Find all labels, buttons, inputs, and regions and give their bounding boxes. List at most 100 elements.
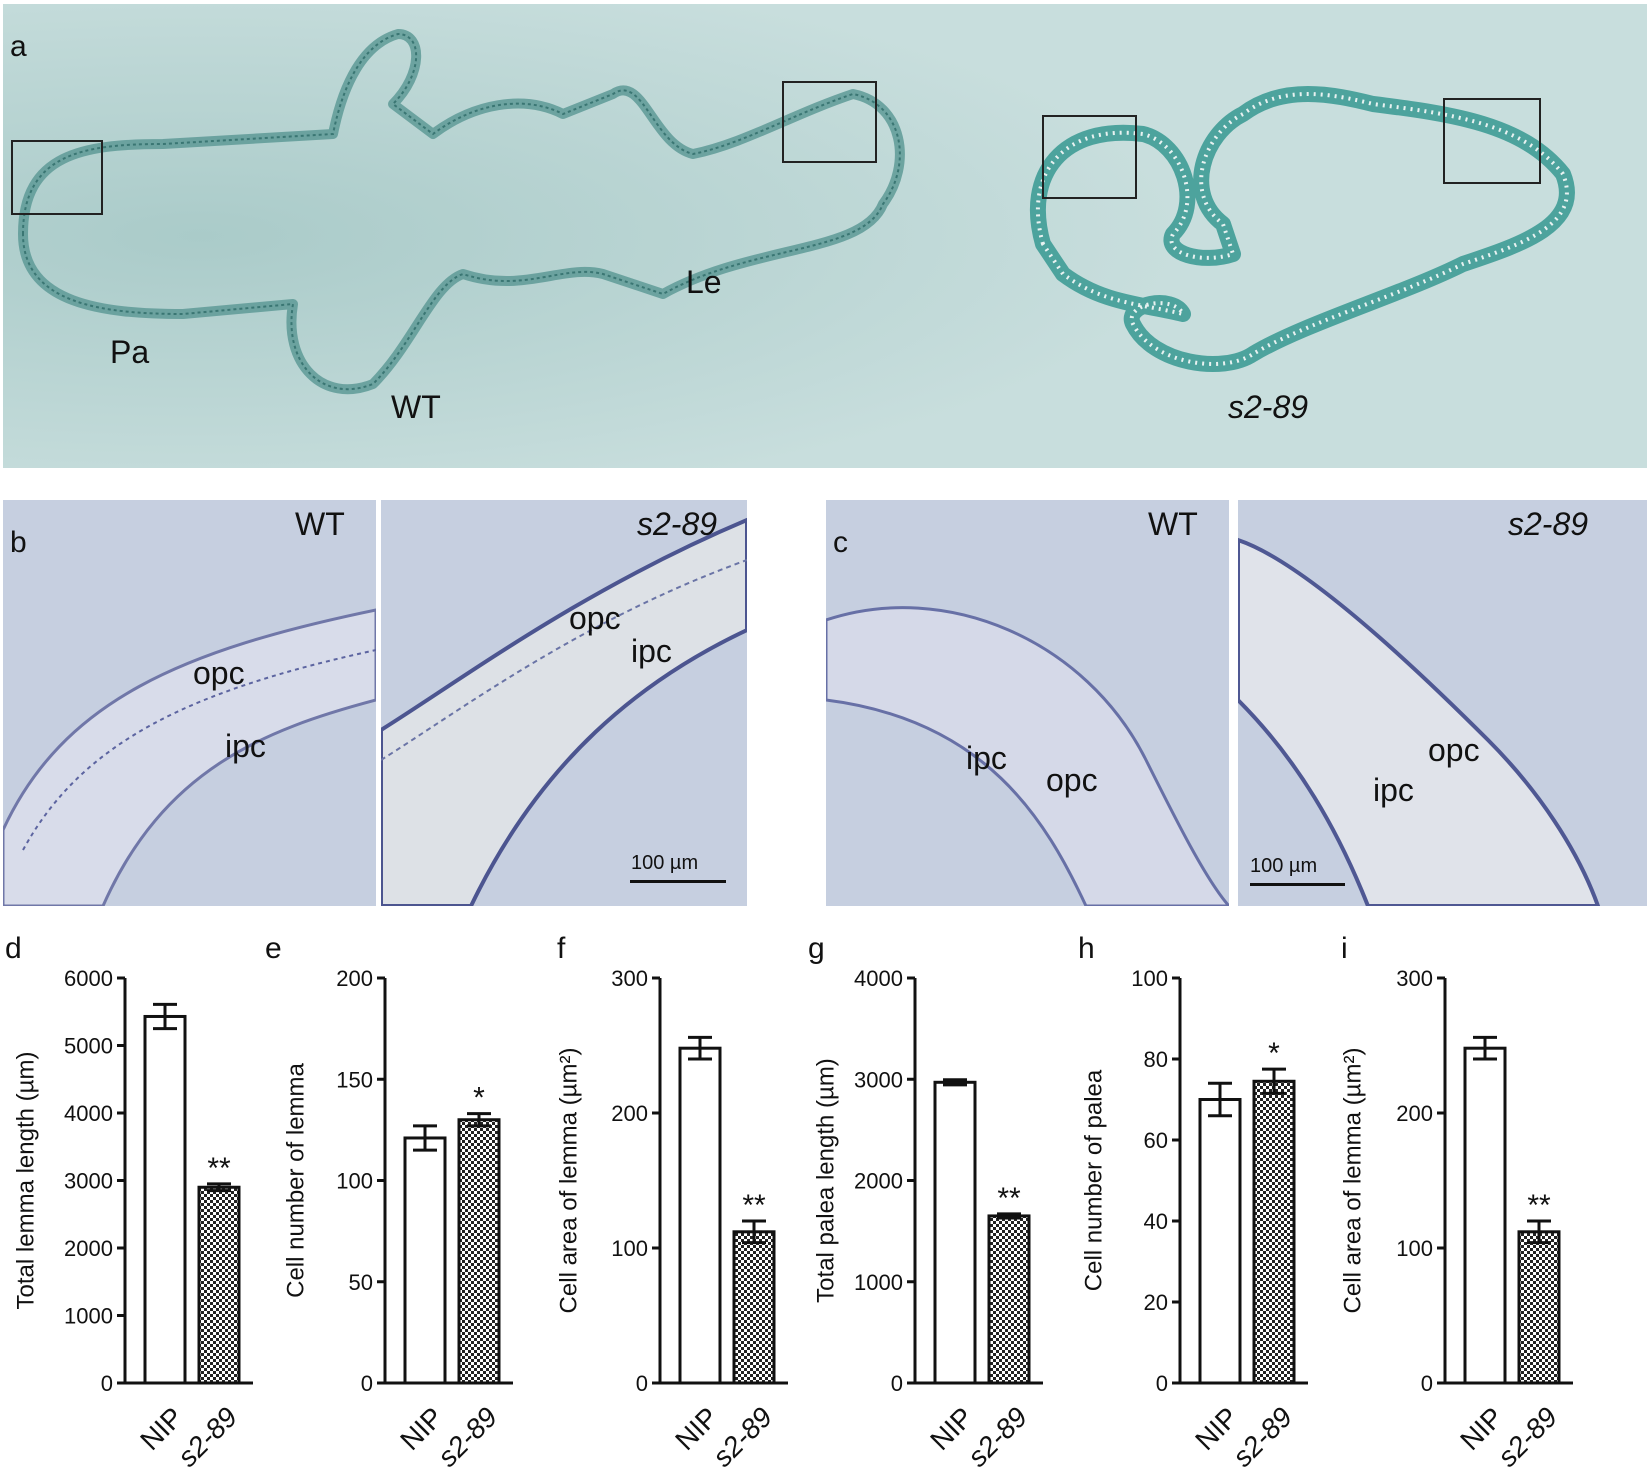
y-tick-label: 100 bbox=[1131, 966, 1168, 991]
y-tick-label: 0 bbox=[636, 1371, 648, 1396]
y-axis-label: Cell area of lemma (µm²) bbox=[1339, 1048, 1366, 1314]
y-tick-label: 150 bbox=[336, 1067, 373, 1092]
y-tick-label: 1000 bbox=[64, 1304, 113, 1329]
y-tick-label: 0 bbox=[101, 1371, 113, 1396]
bar-s2-89 bbox=[1252, 1079, 1296, 1385]
opc-label: opc bbox=[1428, 732, 1480, 768]
y-tick-label: 4000 bbox=[64, 1101, 113, 1126]
y-tick-label: 0 bbox=[891, 1371, 903, 1396]
y-tick-label: 3000 bbox=[64, 1169, 113, 1194]
bar-s2-89 bbox=[457, 1118, 501, 1385]
roi-box bbox=[782, 81, 877, 163]
palea-section-drawing bbox=[1238, 537, 1601, 906]
bar-nip bbox=[1463, 1046, 1507, 1385]
y-tick-label: 200 bbox=[1396, 1101, 1433, 1126]
y-axis-label: Cell area of lemma (µm²) bbox=[555, 1048, 582, 1314]
micrograph-panel-a: a Pa Le WT s2-89 bbox=[3, 4, 1647, 468]
y-axis-label: Total palea length (µm) bbox=[812, 1058, 839, 1303]
y-tick-label: 40 bbox=[1144, 1209, 1168, 1234]
y-tick-label: 3000 bbox=[854, 1067, 903, 1092]
y-tick-label: 6000 bbox=[64, 966, 113, 991]
opc-label: opc bbox=[193, 655, 245, 691]
y-tick-label: 100 bbox=[336, 1169, 373, 1194]
opc-label: opc bbox=[569, 600, 621, 636]
x-category-label: s2-89 bbox=[962, 1401, 1033, 1472]
y-tick-label: 4000 bbox=[854, 966, 903, 991]
y-tick-label: 100 bbox=[1396, 1236, 1433, 1261]
x-category-label: s2-89 bbox=[172, 1401, 243, 1472]
y-tick-label: 1000 bbox=[854, 1270, 903, 1295]
y-tick-label: 0 bbox=[361, 1371, 373, 1396]
panel-letter-d: d bbox=[5, 932, 22, 965]
panel-letter-c: c bbox=[833, 526, 848, 559]
roi-box bbox=[11, 140, 103, 215]
bar-nip bbox=[1198, 1098, 1242, 1385]
panel-letter-h: h bbox=[1078, 932, 1095, 965]
y-tick-label: 200 bbox=[611, 1101, 648, 1126]
significance-marker: * bbox=[1268, 1037, 1280, 1070]
significance-marker: ** bbox=[207, 1152, 231, 1185]
bar-nip bbox=[678, 1046, 722, 1385]
y-tick-label: 2000 bbox=[64, 1236, 113, 1261]
wt-label: WT bbox=[391, 389, 441, 425]
y-tick-label: 300 bbox=[611, 966, 648, 991]
significance-marker: ** bbox=[997, 1182, 1021, 1215]
wt-title: WT bbox=[1148, 506, 1198, 542]
ipc-label: ipc bbox=[966, 740, 1007, 776]
bar-s2-89 bbox=[197, 1185, 241, 1385]
roi-box bbox=[1443, 98, 1541, 184]
y-tick-label: 100 bbox=[611, 1236, 648, 1261]
lemma-section-drawing bbox=[381, 517, 747, 906]
mutant-title: s2-89 bbox=[637, 506, 718, 542]
y-tick-label: 80 bbox=[1144, 1047, 1168, 1072]
mutant-label: s2-89 bbox=[1228, 389, 1309, 425]
ipc-label: ipc bbox=[1373, 772, 1414, 808]
y-tick-label: 5000 bbox=[64, 1034, 113, 1059]
bar-nip bbox=[403, 1136, 447, 1385]
significance-marker: * bbox=[473, 1082, 485, 1115]
micrograph-panel-b-mutant: s2-89 opc ipc 100 µm bbox=[381, 500, 747, 906]
micrograph-panel-b-wt: b WT opc ipc bbox=[3, 500, 376, 906]
x-category-label: s2-89 bbox=[1227, 1401, 1298, 1472]
x-category-label: s2-89 bbox=[1492, 1401, 1563, 1472]
bar-nip bbox=[933, 1080, 977, 1385]
y-tick-label: 2000 bbox=[854, 1169, 903, 1194]
panel-letter-e: e bbox=[265, 932, 282, 965]
y-tick-label: 0 bbox=[1421, 1371, 1433, 1396]
panel-letter-a: a bbox=[10, 30, 27, 63]
ipc-label: ipc bbox=[631, 633, 672, 669]
floret-cross-section-drawing bbox=[3, 4, 1647, 468]
y-axis-label: Cell number of palea bbox=[1080, 1069, 1107, 1291]
bar-s2-89 bbox=[987, 1214, 1031, 1385]
y-axis-label: Cell number of lemma bbox=[282, 1062, 309, 1297]
wt-title: WT bbox=[295, 506, 345, 542]
bar-nip bbox=[143, 1014, 187, 1385]
lemma-section-drawing bbox=[3, 608, 376, 906]
micrograph-panel-c-wt: c WT ipc opc bbox=[826, 500, 1229, 906]
ipc-label: ipc bbox=[225, 728, 266, 764]
bar-s2-89 bbox=[1517, 1230, 1561, 1385]
panel-letter-f: f bbox=[557, 932, 566, 965]
opc-label: opc bbox=[1046, 762, 1098, 798]
palea-label: Pa bbox=[110, 334, 150, 370]
y-tick-label: 200 bbox=[336, 966, 373, 991]
lemma-label: Le bbox=[686, 264, 722, 300]
significance-marker: ** bbox=[742, 1189, 766, 1222]
x-category-label: s2-89 bbox=[707, 1401, 778, 1472]
scale-bar-label: 100 µm bbox=[631, 852, 699, 874]
panel-letter-b: b bbox=[10, 526, 27, 559]
palea-section-drawing bbox=[826, 606, 1229, 906]
panel-letter-i: i bbox=[1341, 932, 1348, 965]
scale-bar-label: 100 µm bbox=[1250, 855, 1318, 877]
y-tick-label: 50 bbox=[349, 1270, 373, 1295]
mutant-title: s2-89 bbox=[1508, 506, 1589, 542]
scale-bar bbox=[1250, 883, 1345, 886]
y-tick-label: 20 bbox=[1144, 1290, 1168, 1315]
y-axis-label: Total lemma length (µm) bbox=[12, 1052, 39, 1310]
y-tick-label: 60 bbox=[1144, 1128, 1168, 1153]
scale-bar bbox=[630, 880, 726, 883]
y-tick-label: 300 bbox=[1396, 966, 1433, 991]
significance-marker: ** bbox=[1527, 1189, 1551, 1222]
y-tick-label: 0 bbox=[1156, 1371, 1168, 1396]
